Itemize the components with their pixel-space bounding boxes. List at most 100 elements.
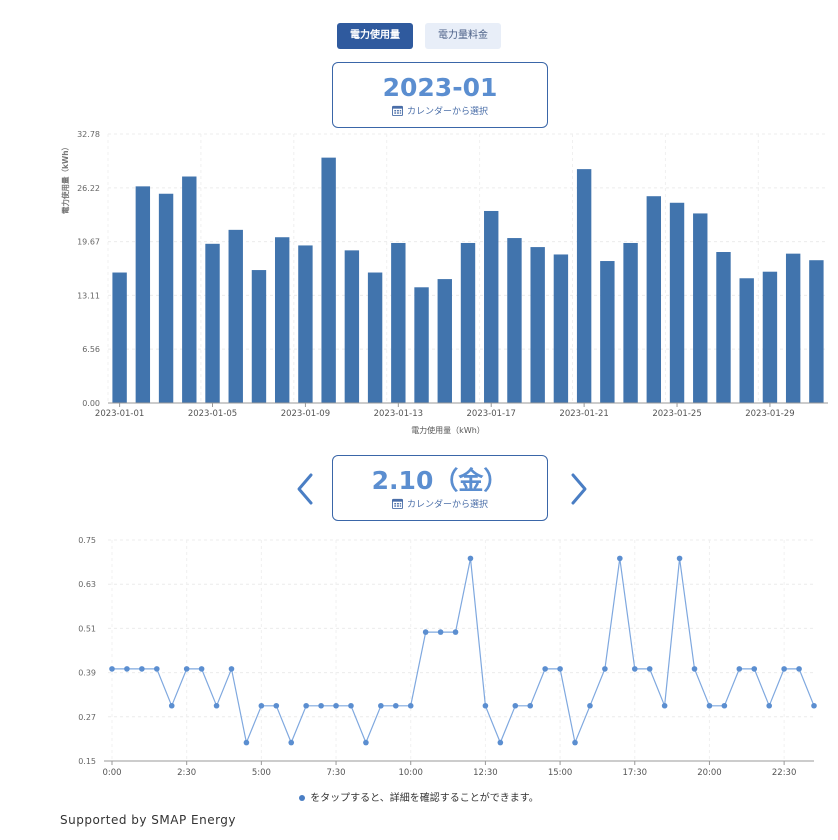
bar [669,202,685,403]
x-tick-label: 15:00 [548,768,573,778]
tap-hint: をタップすると、詳細を確認することができます。 [0,789,838,804]
bar [321,157,336,403]
bar [251,270,267,403]
x-tick-label: 12:30 [473,768,498,778]
bar [507,238,522,403]
bar [553,254,569,403]
x-tick-label: 2023-01-01 [95,409,144,419]
month-picker[interactable]: 2023-01 カレンダーから選択 [332,62,548,128]
x-axis-title: 電力使用量（kWh） [411,425,485,435]
data-point [437,629,444,635]
data-point [587,702,593,709]
bar [158,193,174,403]
data-point [467,555,474,562]
usage-line [112,558,815,745]
y-axis-title: 電力使用量（kWh） [60,143,70,214]
y-tick-label: 0.51 [78,624,96,633]
data-point [213,702,220,709]
calendar-icon [391,498,403,509]
bar [274,237,290,403]
data-point [527,702,534,709]
data-point [318,702,324,709]
bar [414,287,429,403]
data-point [751,666,758,672]
month-calendar-label: カレンダーから選択 [406,107,488,117]
tab-bar: 電力使用量 電力量料金 [0,23,838,49]
day-value: 2.10（金） [371,466,509,495]
x-tick-label: 2023-01-09 [281,409,330,419]
data-point [303,702,309,709]
x-tick-label: 2023-01-29 [745,409,794,419]
x-tick-label: 20:00 [697,768,722,778]
day-picker[interactable]: 2.10（金） カレンダーから選択 [332,455,548,521]
data-point [482,702,489,709]
data-point [512,702,519,709]
point-marker-icon [299,795,306,801]
x-tick-label: 0:00 [102,768,121,778]
bar [182,176,197,403]
calendar-icon [391,105,403,116]
data-point [348,702,354,709]
y-tick-label: 0.27 [78,713,96,722]
bar [135,186,151,403]
daily-usage-bar-chart: 0.00 6.56 13.11 19.67 26.22 32.78 2023-01-01 20… [60,130,828,435]
data-point [572,739,578,746]
x-tick-label: 5:00 [252,768,271,778]
data-point [617,555,623,562]
day-calendar-link[interactable]: カレンダーから選択 [333,497,547,510]
data-point [497,739,504,746]
data-point [183,666,190,672]
x-tick-label: 2023-01-05 [188,409,237,419]
data-point [363,739,369,746]
data-point [646,666,653,672]
y-tick-label: 0.75 [78,536,96,545]
y-tick-label: 32.78 [77,130,100,139]
data-point [258,702,265,709]
bar [600,261,615,403]
bar [484,210,499,403]
tab-power-charge[interactable]: 電力量料金 [425,23,501,49]
day-calendar-label: カレンダーから選択 [406,500,488,510]
data-point [168,702,175,709]
data-point [109,666,115,672]
x-tick-label: 10:00 [398,768,423,778]
data-point [557,666,563,672]
bar [716,252,731,403]
tap-hint-text: をタップすると、詳細を確認することができます。 [310,793,539,804]
y-tick-label: 13.11 [77,291,100,300]
data-point [602,666,608,672]
y-tick-label: 0.15 [78,757,96,766]
data-point [781,666,787,672]
data-point [676,555,683,562]
bar [367,272,383,403]
bar [205,243,220,403]
x-tick-label: 2:30 [177,768,196,778]
data-point [661,702,668,709]
data-point [736,666,743,672]
data-point [273,702,280,709]
y-tick-label: 0.39 [78,669,96,678]
data-point [631,666,638,672]
data-point [721,702,728,709]
data-point [288,739,295,746]
x-tick-label: 22:30 [772,768,797,778]
data-point [154,666,160,672]
y-tick-label: 0.00 [82,399,100,408]
x-tick-label: 7:30 [326,768,345,778]
bar [112,272,127,403]
bar [809,260,824,403]
bar [785,253,801,403]
previous-day-chevron-left-icon[interactable] [291,469,319,509]
data-point [452,629,459,635]
bar [460,242,476,403]
footer-credit: Supported by SMAP Energy [60,813,237,827]
tab-power-usage[interactable]: 電力使用量 [337,23,413,49]
data-point [228,666,235,672]
data-point [198,666,205,672]
bar [298,245,313,403]
bar [762,271,778,403]
month-calendar-link[interactable]: カレンダーから選択 [333,104,547,117]
bar [693,213,708,403]
next-day-chevron-right-icon[interactable] [565,469,593,509]
bar [344,250,360,403]
